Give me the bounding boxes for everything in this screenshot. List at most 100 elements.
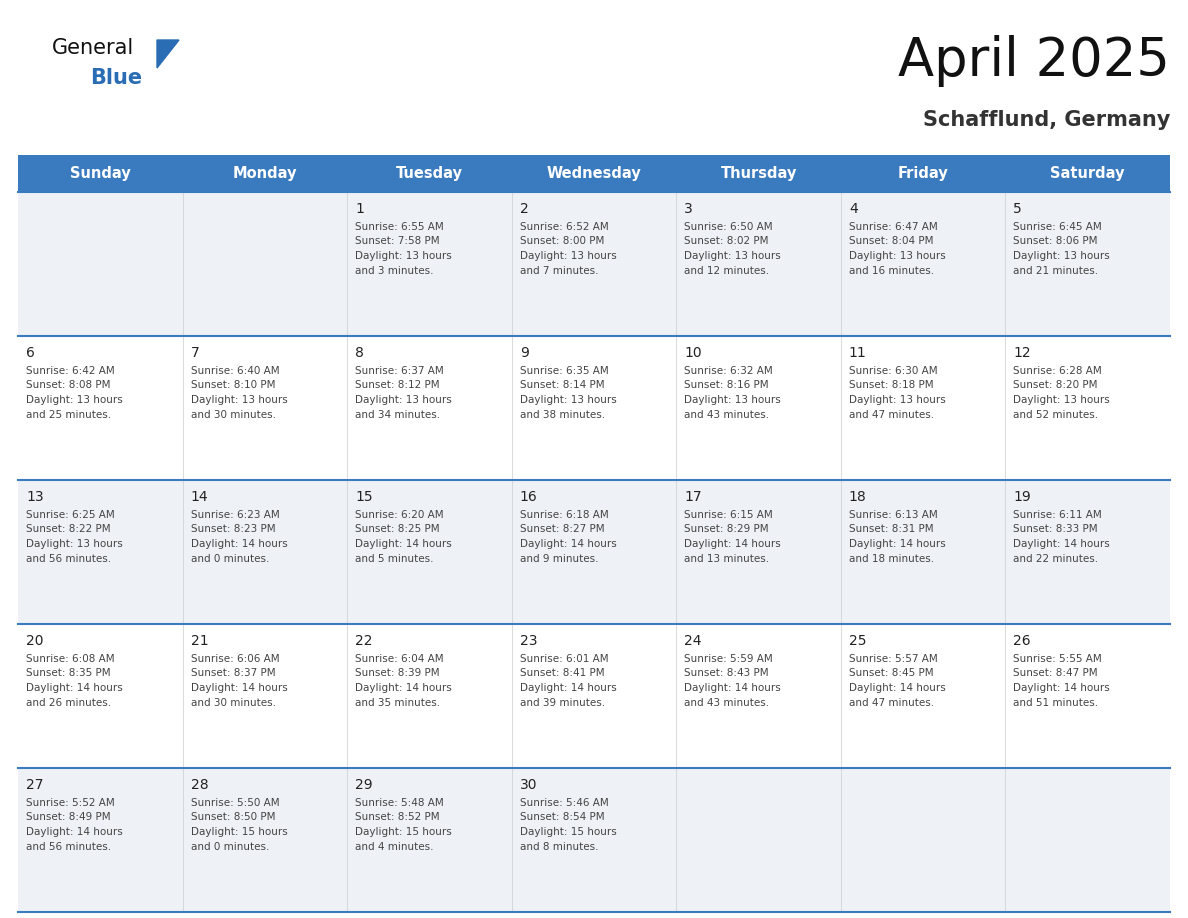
Text: Sunset: 8:04 PM: Sunset: 8:04 PM xyxy=(849,237,934,247)
Text: Daylight: 14 hours: Daylight: 14 hours xyxy=(190,683,287,693)
Text: 21: 21 xyxy=(190,634,208,648)
Text: Daylight: 13 hours: Daylight: 13 hours xyxy=(26,395,122,405)
Text: Daylight: 14 hours: Daylight: 14 hours xyxy=(26,683,122,693)
Text: Sunset: 8:18 PM: Sunset: 8:18 PM xyxy=(849,380,934,390)
Text: and 25 minutes.: and 25 minutes. xyxy=(26,409,112,420)
Text: 22: 22 xyxy=(355,634,373,648)
Text: Blue: Blue xyxy=(90,68,143,88)
Text: 4: 4 xyxy=(849,202,858,216)
Text: 17: 17 xyxy=(684,490,702,504)
Text: and 18 minutes.: and 18 minutes. xyxy=(849,554,934,564)
Text: Sunset: 8:33 PM: Sunset: 8:33 PM xyxy=(1013,524,1098,534)
Text: Sunset: 8:45 PM: Sunset: 8:45 PM xyxy=(849,668,934,678)
Text: Sunset: 8:35 PM: Sunset: 8:35 PM xyxy=(26,668,110,678)
Text: Tuesday: Tuesday xyxy=(396,166,463,181)
Text: Sunset: 8:14 PM: Sunset: 8:14 PM xyxy=(519,380,605,390)
Text: 24: 24 xyxy=(684,634,702,648)
Text: 6: 6 xyxy=(26,346,34,360)
Text: and 16 minutes.: and 16 minutes. xyxy=(849,265,934,275)
Text: Sunset: 8:49 PM: Sunset: 8:49 PM xyxy=(26,812,110,823)
Text: Sunset: 8:29 PM: Sunset: 8:29 PM xyxy=(684,524,769,534)
Bar xyxy=(18,336,1170,480)
Text: Sunset: 8:20 PM: Sunset: 8:20 PM xyxy=(1013,380,1098,390)
Text: Daylight: 14 hours: Daylight: 14 hours xyxy=(519,539,617,549)
Text: and 39 minutes.: and 39 minutes. xyxy=(519,698,605,708)
Bar xyxy=(18,624,1170,768)
Text: Sunrise: 6:06 AM: Sunrise: 6:06 AM xyxy=(190,654,279,664)
Text: Daylight: 13 hours: Daylight: 13 hours xyxy=(190,395,287,405)
Text: and 38 minutes.: and 38 minutes. xyxy=(519,409,605,420)
Text: Saturday: Saturday xyxy=(1050,166,1125,181)
Text: 10: 10 xyxy=(684,346,702,360)
Text: Sunrise: 6:45 AM: Sunrise: 6:45 AM xyxy=(1013,222,1102,232)
Text: and 4 minutes.: and 4 minutes. xyxy=(355,842,434,852)
Text: and 22 minutes.: and 22 minutes. xyxy=(1013,554,1099,564)
Text: 28: 28 xyxy=(190,778,208,792)
Text: Sunset: 7:58 PM: Sunset: 7:58 PM xyxy=(355,237,440,247)
Bar xyxy=(18,768,1170,912)
Text: Daylight: 13 hours: Daylight: 13 hours xyxy=(519,251,617,261)
Text: Daylight: 14 hours: Daylight: 14 hours xyxy=(190,539,287,549)
Text: and 5 minutes.: and 5 minutes. xyxy=(355,554,434,564)
Text: Sunrise: 6:01 AM: Sunrise: 6:01 AM xyxy=(519,654,608,664)
Text: and 47 minutes.: and 47 minutes. xyxy=(849,409,934,420)
Text: and 34 minutes.: and 34 minutes. xyxy=(355,409,441,420)
Text: Thursday: Thursday xyxy=(720,166,797,181)
Text: Sunrise: 6:30 AM: Sunrise: 6:30 AM xyxy=(849,366,937,376)
Text: Daylight: 14 hours: Daylight: 14 hours xyxy=(684,683,781,693)
Text: Sunset: 8:37 PM: Sunset: 8:37 PM xyxy=(190,668,276,678)
Text: Daylight: 13 hours: Daylight: 13 hours xyxy=(1013,251,1110,261)
Text: 14: 14 xyxy=(190,490,208,504)
Bar xyxy=(18,192,1170,336)
Text: Daylight: 14 hours: Daylight: 14 hours xyxy=(519,683,617,693)
Text: 5: 5 xyxy=(1013,202,1022,216)
Text: Daylight: 15 hours: Daylight: 15 hours xyxy=(190,827,287,837)
Text: and 30 minutes.: and 30 minutes. xyxy=(190,409,276,420)
Text: Sunset: 8:23 PM: Sunset: 8:23 PM xyxy=(190,524,276,534)
Text: Sunrise: 6:25 AM: Sunrise: 6:25 AM xyxy=(26,510,115,520)
Text: 20: 20 xyxy=(26,634,44,648)
Text: Sunset: 8:00 PM: Sunset: 8:00 PM xyxy=(519,237,604,247)
Text: Sunrise: 6:23 AM: Sunrise: 6:23 AM xyxy=(190,510,279,520)
Text: 1: 1 xyxy=(355,202,364,216)
Text: and 43 minutes.: and 43 minutes. xyxy=(684,698,770,708)
Text: Sunset: 8:50 PM: Sunset: 8:50 PM xyxy=(190,812,276,823)
Text: Sunrise: 6:20 AM: Sunrise: 6:20 AM xyxy=(355,510,444,520)
Text: Sunset: 8:22 PM: Sunset: 8:22 PM xyxy=(26,524,110,534)
Text: and 7 minutes.: and 7 minutes. xyxy=(519,265,599,275)
Text: and 56 minutes.: and 56 minutes. xyxy=(26,554,112,564)
Text: Sunrise: 6:50 AM: Sunrise: 6:50 AM xyxy=(684,222,773,232)
Text: 30: 30 xyxy=(519,778,537,792)
Text: Sunrise: 5:55 AM: Sunrise: 5:55 AM xyxy=(1013,654,1102,664)
Text: 27: 27 xyxy=(26,778,44,792)
Text: Wednesday: Wednesday xyxy=(546,166,642,181)
Text: Schafflund, Germany: Schafflund, Germany xyxy=(923,110,1170,130)
Text: 15: 15 xyxy=(355,490,373,504)
Text: and 56 minutes.: and 56 minutes. xyxy=(26,842,112,852)
Text: Sunrise: 5:59 AM: Sunrise: 5:59 AM xyxy=(684,654,773,664)
Text: Sunset: 8:52 PM: Sunset: 8:52 PM xyxy=(355,812,440,823)
Text: and 3 minutes.: and 3 minutes. xyxy=(355,265,434,275)
Text: Daylight: 14 hours: Daylight: 14 hours xyxy=(684,539,781,549)
Text: Sunrise: 6:08 AM: Sunrise: 6:08 AM xyxy=(26,654,114,664)
Text: General: General xyxy=(52,38,134,58)
Text: Sunset: 8:41 PM: Sunset: 8:41 PM xyxy=(519,668,605,678)
Text: Sunset: 8:06 PM: Sunset: 8:06 PM xyxy=(1013,237,1098,247)
Text: Sunset: 8:25 PM: Sunset: 8:25 PM xyxy=(355,524,440,534)
Text: 19: 19 xyxy=(1013,490,1031,504)
Text: 3: 3 xyxy=(684,202,693,216)
Text: Sunrise: 6:55 AM: Sunrise: 6:55 AM xyxy=(355,222,444,232)
Text: Daylight: 15 hours: Daylight: 15 hours xyxy=(519,827,617,837)
Text: Sunrise: 6:40 AM: Sunrise: 6:40 AM xyxy=(190,366,279,376)
Text: 23: 23 xyxy=(519,634,537,648)
Text: Daylight: 14 hours: Daylight: 14 hours xyxy=(26,827,122,837)
Text: Sunrise: 6:04 AM: Sunrise: 6:04 AM xyxy=(355,654,444,664)
Text: Daylight: 13 hours: Daylight: 13 hours xyxy=(849,251,946,261)
Text: 7: 7 xyxy=(190,346,200,360)
Text: Sunset: 8:27 PM: Sunset: 8:27 PM xyxy=(519,524,605,534)
Text: and 35 minutes.: and 35 minutes. xyxy=(355,698,441,708)
Text: 9: 9 xyxy=(519,346,529,360)
Text: Sunrise: 5:46 AM: Sunrise: 5:46 AM xyxy=(519,798,608,808)
Text: April 2025: April 2025 xyxy=(898,35,1170,87)
Text: Daylight: 13 hours: Daylight: 13 hours xyxy=(849,395,946,405)
